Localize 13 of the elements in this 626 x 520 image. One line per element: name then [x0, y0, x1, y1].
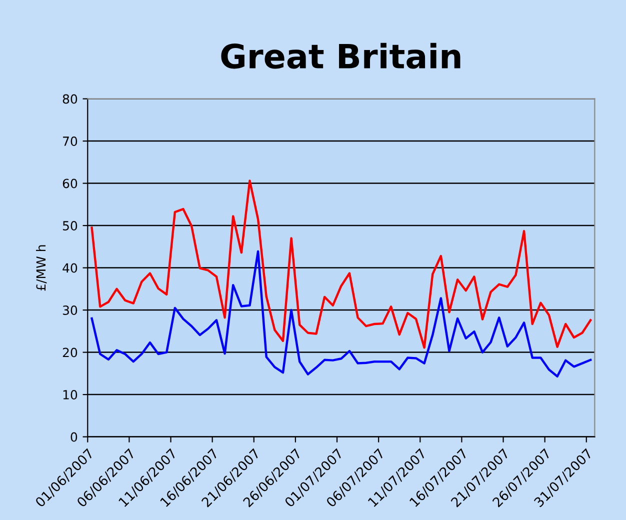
y-tick-label: 60: [62, 178, 78, 188]
y-tick-label: 0: [70, 432, 78, 442]
line-series: [90, 250, 592, 378]
line-series: [90, 180, 592, 349]
y-tick-label: 70: [63, 136, 78, 146]
y-tick-label: 40: [62, 263, 78, 273]
y-axis-title: £/MW h: [36, 245, 47, 291]
chart-title: Great Britain: [221, 42, 460, 69]
y-tick-label: 30: [62, 306, 78, 315]
y-tick-label: 80: [62, 94, 78, 104]
y-tick-label: 10: [63, 390, 78, 400]
y-tick-label: 20: [62, 348, 78, 358]
y-tick-label: 50: [62, 221, 78, 230]
